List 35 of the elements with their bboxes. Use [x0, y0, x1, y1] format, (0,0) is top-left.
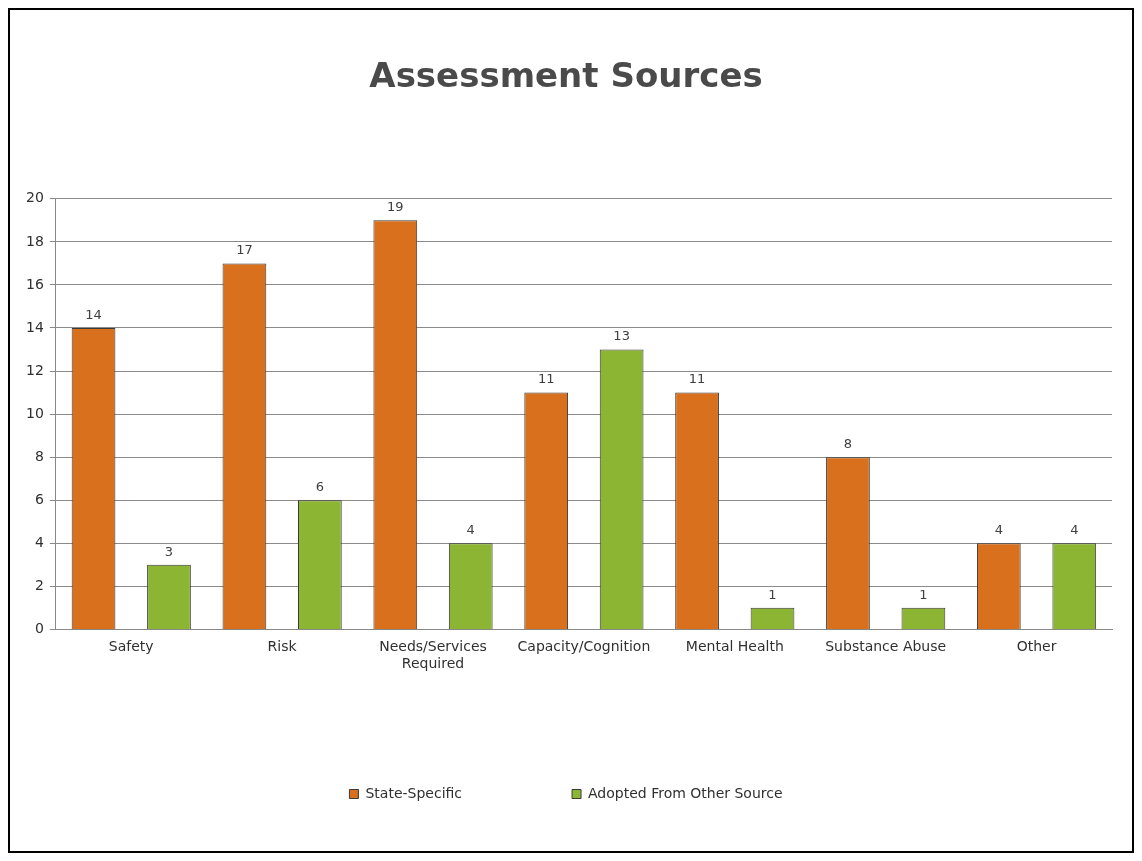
chart-title: Assessment Sources [369, 55, 763, 96]
y-tick-label: 6 [34, 490, 44, 507]
data-label: 14 [85, 306, 102, 322]
data-label: 4 [1070, 522, 1079, 538]
data-label: 4 [466, 522, 475, 538]
y-tick-label: 14 [25, 318, 44, 335]
x-tick-label: Capacity/Cognition [517, 638, 651, 655]
x-tick-label: Safety [108, 638, 154, 655]
legend-label: Adopted From Other Source [588, 784, 783, 801]
y-tick-label: 8 [34, 447, 44, 464]
data-label: 11 [537, 371, 555, 387]
data-label: 6 [315, 479, 324, 495]
data-label: 8 [843, 436, 853, 452]
y-tick-label: 10 [25, 404, 44, 421]
y-tick-label: 20 [25, 189, 44, 206]
data-label: 19 [387, 199, 404, 215]
y-tick-label: 16 [25, 275, 44, 292]
data-label: 4 [994, 522, 1003, 538]
data-label: 1 [768, 586, 777, 602]
y-tick-label: 2 [34, 576, 44, 593]
y-tick-label: 0 [34, 620, 44, 637]
y-tick-label: 18 [25, 232, 44, 249]
y-tick-label: 12 [25, 361, 44, 378]
data-label: 3 [164, 543, 174, 559]
x-tick-label: Risk [267, 638, 298, 655]
x-tick-label: Substance Abuse [825, 638, 947, 655]
data-label: 1 [919, 586, 928, 602]
y-tick-label: 4 [34, 533, 44, 550]
data-label: 13 [613, 328, 630, 344]
x-tick-label: Mental Health [685, 638, 784, 655]
legend-label: State-Specific [365, 784, 463, 801]
x-tick-label: Needs/Services Required [379, 638, 487, 672]
data-label: 11 [688, 371, 706, 387]
x-tick-label: Other [1016, 638, 1057, 655]
data-label: 17 [236, 242, 253, 258]
